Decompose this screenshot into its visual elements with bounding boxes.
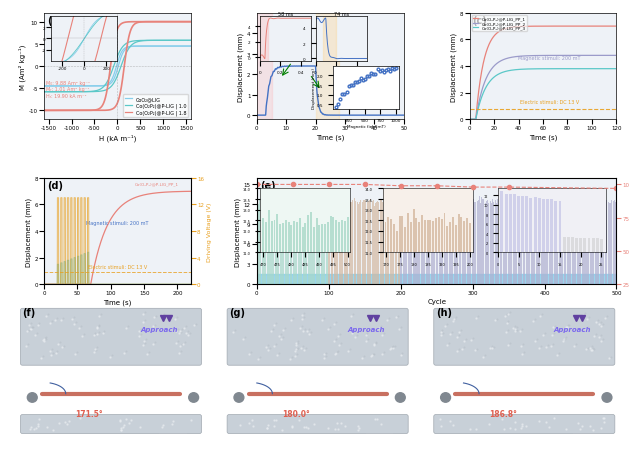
Circle shape — [602, 393, 612, 403]
Text: M₀: 9.88 Am² kg⁻¹: M₀: 9.88 Am² kg⁻¹ — [47, 81, 90, 85]
Bar — [257, 274, 616, 285]
Text: 180.0°: 180.0° — [282, 409, 310, 419]
Circle shape — [27, 393, 37, 403]
X-axis label: Cycle: Cycle — [427, 298, 446, 305]
Text: Hᵣ: 19.90 kA m⁻¹: Hᵣ: 19.90 kA m⁻¹ — [47, 94, 87, 99]
X-axis label: Time (s): Time (s) — [316, 134, 345, 140]
Text: Magnetic stimuli: 200 mT: Magnetic stimuli: 200 mT — [518, 56, 581, 61]
Circle shape — [189, 393, 199, 403]
Text: 171.5°: 171.5° — [75, 409, 103, 419]
Y-axis label: Displacement (mm): Displacement (mm) — [238, 33, 244, 101]
Text: 3 mm: 3 mm — [372, 439, 387, 444]
Y-axis label: M (Am² kg⁻¹): M (Am² kg⁻¹) — [18, 44, 26, 90]
X-axis label: Time (s): Time (s) — [529, 134, 557, 140]
Text: (e): (e) — [260, 180, 276, 190]
Circle shape — [234, 393, 244, 403]
FancyBboxPatch shape — [227, 414, 408, 434]
Text: Electric stimuli: DC 13 V: Electric stimuli: DC 13 V — [88, 265, 147, 269]
Text: Approach: Approach — [140, 326, 178, 332]
Legend: CoO₂@LIG, Co(O₂P₂)@P-LIG | 1.0, Co(O₂P₂)@P-LIG | 1.8: CoO₂@LIG, Co(O₂P₂)@P-LIG | 1.0, Co(O₂P₂)… — [123, 95, 188, 118]
Text: (d): (d) — [47, 180, 63, 190]
Y-axis label: Displacement (mm): Displacement (mm) — [450, 33, 457, 101]
X-axis label: H (kA m⁻¹): H (kA m⁻¹) — [99, 134, 136, 141]
Y-axis label: Displacement (mm): Displacement (mm) — [235, 197, 241, 266]
Circle shape — [396, 393, 405, 403]
Text: (f): (f) — [23, 308, 36, 318]
Text: 3 mm: 3 mm — [166, 439, 180, 444]
Text: Electric stimuli: DC 13 V: Electric stimuli: DC 13 V — [520, 100, 579, 105]
Text: Magnetic stimuli: 200 mT: Magnetic stimuli: 200 mT — [86, 221, 148, 226]
Y-axis label: Driving Voltage (V): Driving Voltage (V) — [207, 202, 212, 261]
Bar — [316, 14, 339, 120]
Text: 186.8°: 186.8° — [489, 409, 517, 419]
Text: Approach: Approach — [554, 326, 591, 332]
Text: (b): (b) — [260, 16, 276, 26]
Text: (c): (c) — [472, 16, 487, 26]
Text: (h): (h) — [436, 308, 452, 318]
FancyBboxPatch shape — [21, 308, 201, 365]
Text: Approach: Approach — [347, 326, 385, 332]
FancyBboxPatch shape — [21, 414, 201, 434]
Text: 3 mm: 3 mm — [579, 439, 594, 444]
Circle shape — [441, 393, 450, 403]
Y-axis label: Displacement (mm): Displacement (mm) — [25, 197, 31, 266]
Text: Mᵣ: 1.01 Am² kg⁻¹: Mᵣ: 1.01 Am² kg⁻¹ — [47, 87, 89, 92]
FancyBboxPatch shape — [227, 308, 408, 365]
FancyBboxPatch shape — [434, 414, 615, 434]
Legend: Co(O₂P₂)@P-LIG_PP_1, Co(O₂P₂)@P-LIG_PP_2, Co(O₂P₂)@P-LIG_PP_3: Co(O₂P₂)@P-LIG_PP_1, Co(O₂P₂)@P-LIG_PP_2… — [472, 16, 526, 32]
X-axis label: Time (s): Time (s) — [103, 298, 131, 305]
FancyBboxPatch shape — [434, 308, 615, 365]
Bar — [257, 14, 272, 120]
Text: (g): (g) — [229, 308, 245, 318]
Text: (a): (a) — [47, 16, 62, 26]
Text: Co(O₂P₂)@P-LIG_PP_1: Co(O₂P₂)@P-LIG_PP_1 — [135, 182, 179, 185]
